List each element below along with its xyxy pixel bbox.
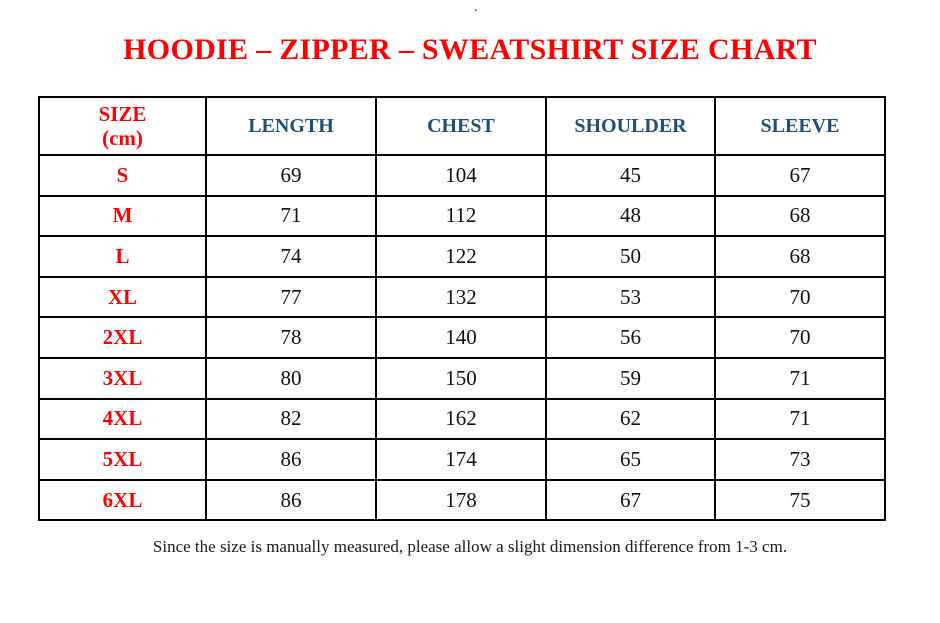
shoulder-value: 67 [545,478,716,522]
chest-value: 162 [375,397,547,441]
table-row: XL 77 132 53 70 [38,275,886,319]
size-chart-table: SIZE (cm) LENGTH CHEST SHOULDER SLEEVE S… [38,96,886,522]
size-label: XL [38,275,207,319]
measurement-disclaimer: Since the size is manually measured, ple… [152,537,788,556]
chest-value: 150 [375,356,547,400]
chest-value: 174 [375,438,547,481]
shoulder-value: 56 [545,316,716,359]
size-label: S [38,154,207,197]
size-label: M [38,194,207,238]
sleeve-value: 70 [714,316,886,359]
length-value: 77 [205,275,377,319]
chest-value: 132 [375,275,547,319]
size-label: 6XL [38,478,207,522]
header-row: SIZE (cm) LENGTH CHEST SHOULDER SLEEVE [38,96,886,156]
chest-value: 112 [375,194,547,238]
column-header-chest: CHEST [375,96,547,156]
size-label: 4XL [38,397,207,441]
shoulder-value: 65 [545,438,716,481]
chest-value: 122 [375,235,547,278]
table-row: 3XL 80 150 59 71 [38,356,886,400]
table-row: S 69 104 45 67 [38,154,886,197]
sleeve-value: 71 [714,397,886,441]
shoulder-value: 50 [545,235,716,278]
size-label: 5XL [38,438,207,481]
column-header-shoulder: SHOULDER [545,96,716,156]
size-label: L [38,235,207,278]
sleeve-value: 75 [714,478,886,522]
sleeve-value: 68 [714,235,886,278]
length-value: 86 [205,478,377,522]
sleeve-value: 67 [714,154,886,197]
length-value: 80 [205,356,377,400]
length-value: 86 [205,438,377,481]
table-row: L 74 122 50 68 [38,235,886,278]
chest-value: 178 [375,478,547,522]
size-label: 2XL [38,316,207,359]
size-label: 3XL [38,356,207,400]
length-value: 69 [205,154,377,197]
column-header-size: SIZE (cm) [38,96,207,156]
stray-period-mark: . [474,0,478,15]
shoulder-value: 48 [545,194,716,238]
shoulder-value: 59 [545,356,716,400]
table-row: 6XL 86 178 67 75 [38,478,886,522]
sleeve-value: 71 [714,356,886,400]
page-title: HOODIE – ZIPPER – SWEATSHIRT SIZE CHART [123,33,817,66]
length-value: 71 [205,194,377,238]
length-value: 78 [205,316,377,359]
length-value: 82 [205,397,377,441]
sleeve-value: 70 [714,275,886,319]
column-header-length: LENGTH [205,96,377,156]
table-row: 4XL 82 162 62 71 [38,397,886,441]
table-row: M 71 112 48 68 [38,194,886,238]
column-header-sleeve: SLEEVE [714,96,886,156]
chest-value: 140 [375,316,547,359]
size-header-label: SIZE [98,101,147,126]
sleeve-value: 68 [714,194,886,238]
shoulder-value: 62 [545,397,716,441]
size-header-unit: (cm) [102,126,143,150]
chest-value: 104 [375,154,547,197]
sleeve-value: 73 [714,438,886,481]
shoulder-value: 53 [545,275,716,319]
length-value: 74 [205,235,377,278]
table-row: 5XL 86 174 65 73 [38,438,886,481]
table-row: 2XL 78 140 56 70 [38,316,886,359]
shoulder-value: 45 [545,154,716,197]
